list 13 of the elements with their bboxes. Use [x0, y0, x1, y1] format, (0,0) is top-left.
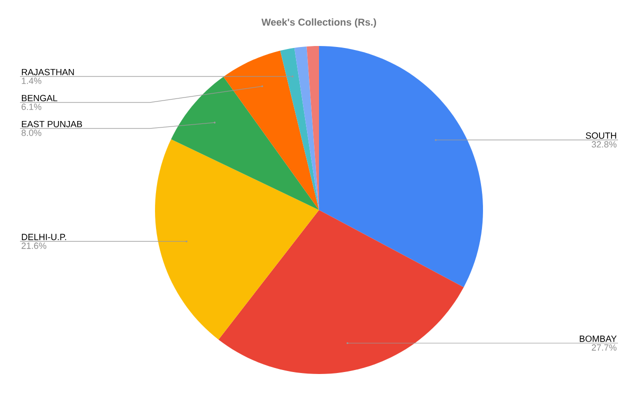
data-label: 8.0%	[22, 130, 42, 136]
data-label: 21.6%	[22, 242, 46, 249]
slice-label: RAJASTHAN	[22, 68, 74, 76]
slice-label: EAST PUNJAB	[22, 120, 82, 128]
data-label: 6.1%	[22, 104, 42, 110]
slice-label: SOUTH	[586, 132, 616, 139]
data-label: 32.8%	[592, 141, 616, 148]
slice-label: BOMBAY	[580, 336, 617, 342]
chart-title: Week's Collections (Rs.)	[261, 18, 376, 28]
slice-label: DELHI-U.P.	[22, 234, 66, 240]
data-label: 27.7%	[592, 344, 616, 351]
data-label: 1.4%	[22, 78, 42, 84]
slice-label: BENGAL	[22, 94, 58, 102]
